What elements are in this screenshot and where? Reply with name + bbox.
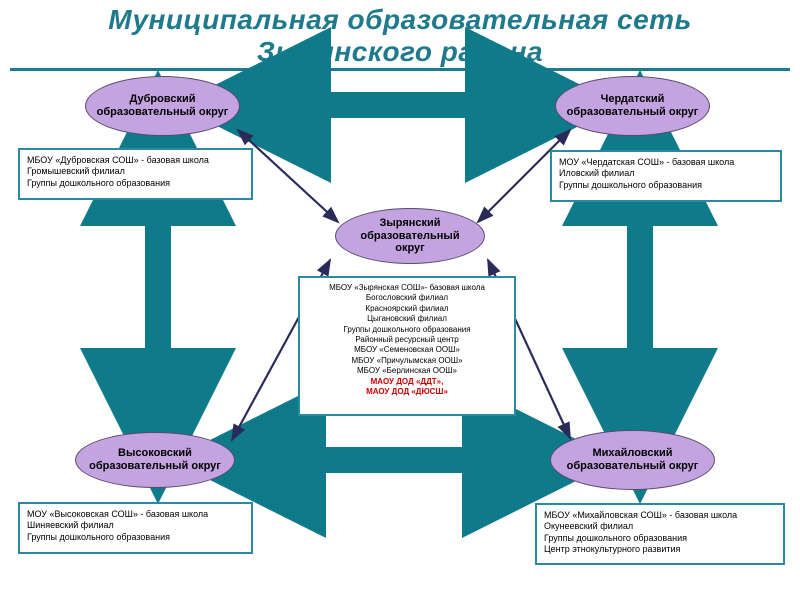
infobox-line: МБОУ «Зырянская СОШ»- базовая школа [307, 283, 507, 293]
infobox-line: Районный ресурсный центр [307, 335, 507, 345]
node-tr-label: Чердатский образовательный округ [566, 93, 699, 118]
infobox-line: Центр этнокультурного развития [544, 544, 776, 555]
title-line2: Зырянского района [257, 36, 543, 67]
node-bottom-right: Михайловский образовательный округ [550, 430, 715, 490]
infobox-line: Громышевский филиал [27, 166, 244, 177]
node-bottom-left: Высоковский образовательный округ [75, 432, 235, 488]
infobox-line: МБОУ «Семеновская ООШ» [307, 345, 507, 355]
infobox-line: МОУ «Чердатская СОШ» - базовая школа [559, 157, 773, 168]
page-title: Муниципальная образовательная сеть Зырян… [0, 0, 800, 71]
infobox-line: Красноярский филиал [307, 304, 507, 314]
infobox-center: МБОУ «Зырянская СОШ»- базовая школаБогос… [298, 276, 516, 416]
infobox-line: МБОУ «Причулымская ООШ» [307, 356, 507, 366]
infobox-line: МБОУ «Дубровская СОШ» - базовая школа [27, 155, 244, 166]
node-top-left: Дубровский образовательный округ [85, 76, 240, 136]
infobox-bottom-left: МОУ «Высоковская СОШ» - базовая школаШин… [18, 502, 253, 554]
node-bl-label: Высоковский образовательный округ [86, 447, 224, 472]
infobox-line: МБОУ «Берлинская ООШ» [307, 366, 507, 376]
infobox-line-highlight: МАОУ ДОД «ДДТ», [307, 377, 507, 387]
infobox-line: МОУ «Высоковская СОШ» - базовая школа [27, 509, 244, 520]
infobox-line: Иловский филиал [559, 168, 773, 179]
node-center: Зырянский образовательный округ [335, 208, 485, 264]
title-line1: Муниципальная образовательная сеть [108, 4, 691, 35]
infobox-line: Окунеевский филиал [544, 521, 776, 532]
infobox-line: Группы дошкольного образования [27, 532, 244, 543]
infobox-line: Группы дошкольного образования [559, 180, 773, 191]
infobox-line: Цыгановский филиал [307, 314, 507, 324]
node-center-label: Зырянский образовательный округ [346, 217, 474, 255]
node-br-label: Михайловский образовательный округ [561, 447, 704, 472]
infobox-line: МБОУ «Михайловская СОШ» - базовая школа [544, 510, 776, 521]
node-top-right: Чердатский образовательный округ [555, 76, 710, 136]
infobox-line: Богословский филиал [307, 293, 507, 303]
infobox-top-right: МОУ «Чердатская СОШ» - базовая школаИлов… [550, 150, 782, 202]
infobox-bottom-right: МБОУ «Михайловская СОШ» - базовая школаО… [535, 503, 785, 565]
infobox-line-highlight: МАОУ ДОД «ДЮСШ» [307, 387, 507, 397]
node-tl-label: Дубровский образовательный округ [96, 93, 229, 118]
infobox-top-left: МБОУ «Дубровская СОШ» - базовая школаГро… [18, 148, 253, 200]
infobox-line: Группы дошкольного образования [27, 178, 244, 189]
infobox-line: Шиняевский филиал [27, 520, 244, 531]
infobox-line: Группы дошкольного образования [544, 533, 776, 544]
infobox-line: Группы дошкольного образования [307, 325, 507, 335]
